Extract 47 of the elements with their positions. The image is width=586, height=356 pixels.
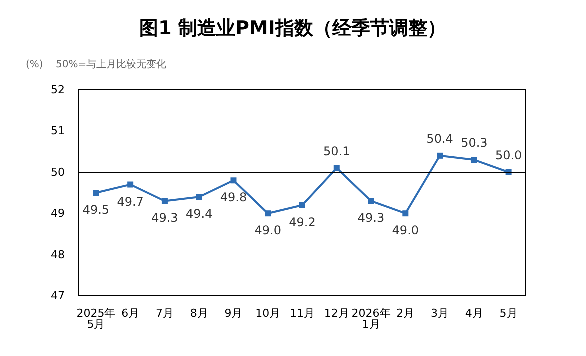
y-tick-label: 49 bbox=[51, 207, 65, 220]
point bbox=[368, 198, 374, 204]
x-tick-label: 12月 bbox=[324, 307, 350, 320]
point bbox=[93, 190, 100, 196]
x-tick-label: 8月 bbox=[190, 307, 208, 320]
x-tick-label: 7月 bbox=[156, 307, 174, 320]
point bbox=[471, 157, 478, 164]
point bbox=[265, 210, 272, 217]
y-axis-title: (%) bbox=[26, 60, 44, 70]
data-label: 49.3 bbox=[152, 211, 178, 226]
data-label: 50.1 bbox=[324, 144, 350, 158]
data-label: 49.5 bbox=[82, 203, 110, 217]
point bbox=[437, 152, 444, 159]
point bbox=[300, 202, 306, 208]
point bbox=[230, 178, 237, 184]
y-tick-label: 51 bbox=[51, 124, 65, 138]
point bbox=[402, 210, 409, 217]
data-label: 49.0 bbox=[392, 224, 420, 238]
data-label: 49.7 bbox=[117, 194, 144, 209]
data-label: 50.0 bbox=[495, 148, 522, 162]
x-tick-label: 2026年 1月 bbox=[352, 307, 391, 331]
x-tick-label: 3月 bbox=[431, 307, 450, 320]
point bbox=[196, 194, 202, 200]
x-tick-label: 4月 bbox=[465, 307, 484, 320]
point bbox=[162, 198, 168, 204]
x-tick-label: 5月 bbox=[500, 307, 518, 320]
data-label: 49.2 bbox=[289, 215, 316, 230]
chart-title: 图1 制造业PMI指数（经季节调整） bbox=[140, 18, 446, 40]
point bbox=[128, 182, 134, 188]
data-label: 50.3 bbox=[461, 136, 488, 150]
x-tick-label: 10月 bbox=[256, 307, 281, 320]
data-label: 49.0 bbox=[254, 224, 282, 238]
text: 50%=与上月比较无变化 bbox=[56, 58, 167, 70]
y-tick-label: 50 bbox=[51, 166, 65, 179]
x-tick-label: 9月 bbox=[224, 307, 243, 320]
x-tick-label: 2月 bbox=[396, 307, 415, 320]
data-label: 49.3 bbox=[358, 211, 385, 226]
data-label: 49.8 bbox=[220, 190, 248, 205]
x-tick-label: 11月 bbox=[290, 307, 315, 320]
y-tick-label: 52 bbox=[51, 84, 65, 96]
y-tick-label: 48 bbox=[51, 248, 65, 262]
point bbox=[334, 165, 340, 172]
data-label: 50.4 bbox=[426, 132, 454, 146]
y-tick-label: 47 bbox=[51, 290, 65, 302]
x-tick-label: 2025年 5月 bbox=[76, 307, 116, 331]
x-tick-label: 6月 bbox=[122, 307, 140, 320]
data-label: 49.4 bbox=[186, 207, 213, 222]
